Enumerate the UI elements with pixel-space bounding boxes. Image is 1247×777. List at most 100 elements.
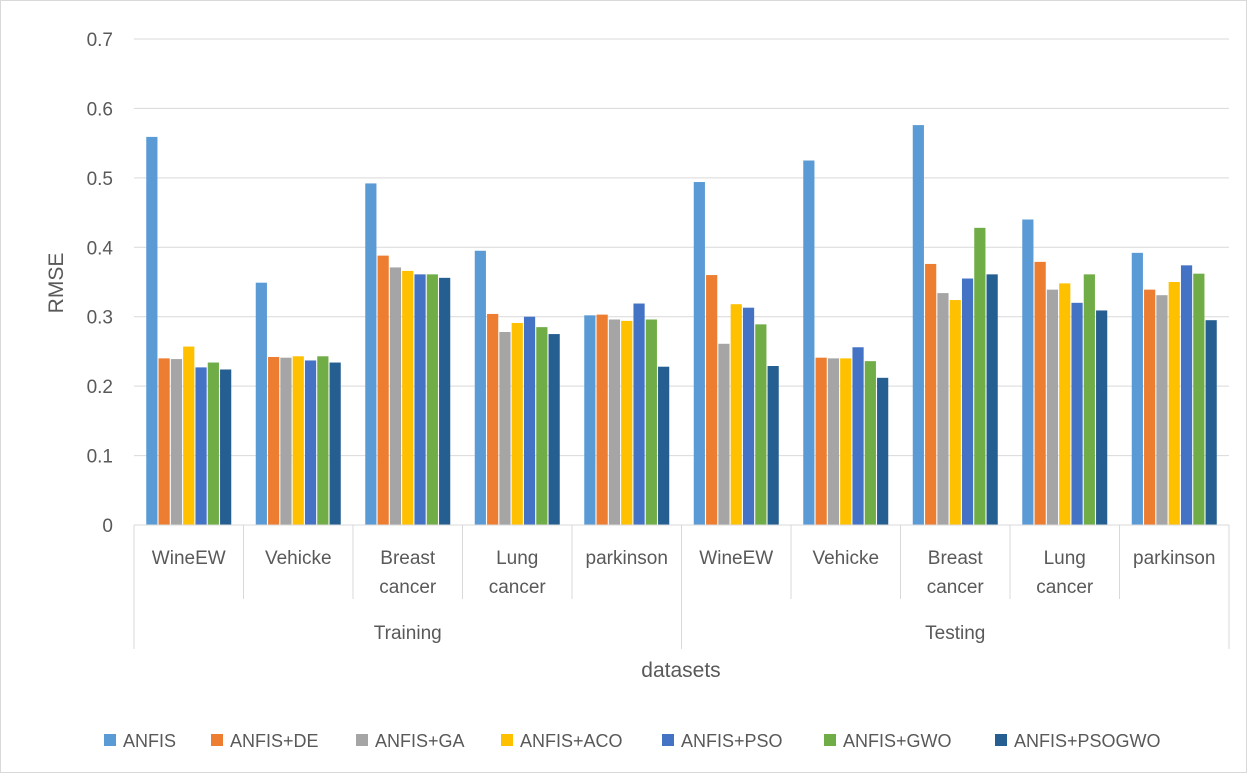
x-tick-label: parkinson <box>1133 548 1215 569</box>
bar <box>827 358 840 525</box>
bar <box>925 263 937 525</box>
legend-swatch <box>356 734 368 746</box>
bar <box>402 270 414 525</box>
x-tick-label: WineEW <box>152 548 226 569</box>
bar <box>207 362 219 525</box>
bar <box>1071 302 1083 525</box>
bar <box>255 282 267 525</box>
gridlines <box>134 38 1229 457</box>
x-tick-label: Vehicke <box>812 548 879 569</box>
bar <box>742 307 755 525</box>
x-group-label: Training <box>374 623 442 644</box>
bar <box>292 356 304 525</box>
legend-swatch <box>211 734 223 746</box>
legend-label: ANFIS+GWO <box>843 731 952 751</box>
bar <box>426 274 438 525</box>
legend-item: ANFIS+PSO <box>662 731 783 751</box>
y-axis: 0 0.1 0.2 0.3 0.4 0.5 0.6 0.7 <box>87 30 114 537</box>
bar <box>961 278 974 525</box>
bar <box>536 327 548 525</box>
legend-item: ANFIS+GWO <box>824 731 952 751</box>
bar <box>548 334 560 525</box>
bars <box>146 125 1217 526</box>
bar <box>523 316 536 525</box>
bar <box>949 300 961 525</box>
bar <box>658 366 670 525</box>
y-tick-label: 0.4 <box>87 238 114 259</box>
x-tick-label: parkinson <box>586 548 668 569</box>
bar <box>621 320 633 525</box>
bar <box>755 324 767 525</box>
x-axis-title: datasets <box>641 659 720 682</box>
bar <box>329 362 341 525</box>
legend-item: ANFIS+GA <box>356 731 465 751</box>
bar <box>864 361 876 525</box>
x-group-label: Testing <box>925 623 985 644</box>
legend-swatch <box>824 734 836 746</box>
bar <box>1046 289 1059 525</box>
legend-item: ANFIS <box>104 731 176 751</box>
bar <box>146 136 158 525</box>
x-axis: WineEW Vehicke Breast cancer Lung cancer parki… <box>133 524 1230 649</box>
bar <box>414 274 426 525</box>
y-tick-label: 0.2 <box>87 377 113 398</box>
bar <box>1096 310 1108 525</box>
legend-swatch <box>662 734 674 746</box>
bar <box>803 160 815 525</box>
legend-label: ANFIS <box>123 731 176 751</box>
bar <box>1193 273 1205 525</box>
bar <box>937 293 949 525</box>
bar <box>280 357 292 525</box>
y-tick-label: 0.5 <box>87 169 113 190</box>
bar <box>170 359 183 525</box>
bar <box>304 360 317 525</box>
bar <box>389 267 402 525</box>
bar <box>645 319 657 525</box>
bar <box>317 356 329 525</box>
bar <box>815 357 827 525</box>
legend-label: ANFIS+GA <box>375 731 465 751</box>
x-tick-label: Vehicke <box>265 548 332 569</box>
bar <box>1144 289 1156 525</box>
bar <box>268 356 280 525</box>
bar <box>487 313 499 525</box>
legend-label: ANFIS+PSO <box>681 731 783 751</box>
bar <box>986 274 998 525</box>
bar <box>511 322 523 525</box>
x-tick-label: Lung cancer <box>489 548 547 598</box>
bar <box>1059 283 1071 525</box>
bar <box>608 319 621 525</box>
bar <box>220 369 232 525</box>
bar <box>1131 252 1143 525</box>
legend-label: ANFIS+ACO <box>520 731 623 751</box>
bar <box>1205 320 1217 525</box>
y-axis-title: RMSE <box>45 253 68 314</box>
bar <box>1034 261 1046 525</box>
bar <box>912 125 924 525</box>
legend-label: ANFIS+PSOGWO <box>1014 731 1161 751</box>
bar <box>1022 219 1034 525</box>
bar <box>499 331 511 525</box>
y-tick-label: 0.3 <box>87 308 113 329</box>
bar <box>1083 274 1095 525</box>
legend-swatch <box>501 734 513 746</box>
x-tick-label: WineEW <box>699 548 773 569</box>
bar <box>596 314 608 525</box>
bar <box>183 346 195 525</box>
bar <box>1156 295 1168 525</box>
bar <box>377 255 389 526</box>
bar <box>365 183 377 525</box>
legend-item: ANFIS+ACO <box>501 731 623 751</box>
legend-swatch <box>995 734 1007 746</box>
bar <box>974 227 986 526</box>
bar <box>706 275 718 525</box>
legend-item: ANFIS+PSOGWO <box>995 731 1161 751</box>
y-tick-label: 0.6 <box>87 99 113 120</box>
bar <box>877 377 889 525</box>
x-tick-label: Lung cancer <box>1036 548 1094 598</box>
bar <box>158 358 170 525</box>
bar <box>1180 265 1193 525</box>
bar <box>1168 282 1180 525</box>
